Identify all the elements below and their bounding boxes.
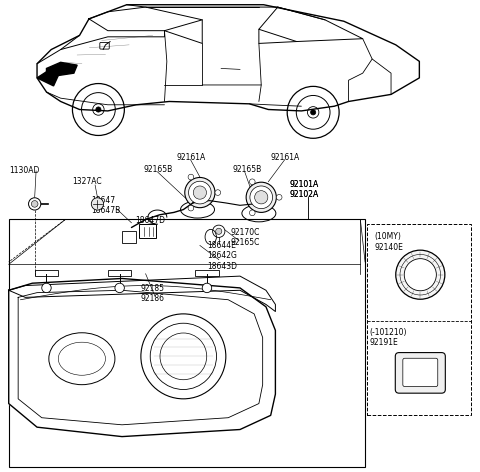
Circle shape: [404, 259, 436, 291]
Circle shape: [188, 205, 194, 211]
Text: 92170C
92165C: 92170C 92165C: [230, 228, 260, 247]
Circle shape: [188, 174, 194, 180]
Bar: [35, 270, 58, 276]
Text: (10MY)
92140E: (10MY) 92140E: [374, 232, 403, 252]
Text: 92165B: 92165B: [143, 165, 172, 175]
Bar: [140, 224, 156, 238]
Circle shape: [396, 250, 445, 299]
Text: 18647D: 18647D: [135, 216, 165, 225]
Circle shape: [213, 225, 225, 237]
Polygon shape: [47, 62, 77, 76]
Bar: [9, 219, 365, 467]
Text: 1130AD: 1130AD: [9, 166, 39, 176]
Bar: [108, 270, 132, 276]
Text: 92165B: 92165B: [233, 165, 262, 175]
Circle shape: [96, 107, 101, 112]
Bar: [122, 231, 136, 243]
Circle shape: [115, 283, 124, 293]
Text: 18647
18647B: 18647 18647B: [91, 195, 120, 215]
Circle shape: [31, 201, 38, 207]
Circle shape: [250, 179, 255, 185]
Circle shape: [311, 110, 316, 115]
Text: 1327AC: 1327AC: [72, 177, 102, 186]
Circle shape: [189, 181, 211, 204]
Circle shape: [193, 186, 206, 199]
Polygon shape: [37, 72, 58, 86]
Circle shape: [202, 283, 212, 293]
Circle shape: [250, 210, 255, 216]
Circle shape: [308, 107, 319, 118]
Circle shape: [246, 182, 276, 212]
Text: 92185
92186: 92185 92186: [141, 284, 165, 303]
FancyBboxPatch shape: [396, 353, 445, 393]
Text: 18644E
18642G
18643D: 18644E 18642G 18643D: [207, 241, 237, 271]
Circle shape: [216, 228, 222, 235]
Circle shape: [254, 191, 268, 204]
Text: 92101A
92102A: 92101A 92102A: [289, 180, 319, 200]
Circle shape: [185, 177, 215, 208]
Circle shape: [28, 198, 41, 210]
Text: 92101A
92102A: 92101A 92102A: [289, 180, 319, 200]
Polygon shape: [9, 278, 276, 437]
Circle shape: [215, 190, 221, 195]
Bar: [368, 224, 471, 415]
Circle shape: [276, 194, 282, 200]
Text: (-101210)
92191E: (-101210) 92191E: [370, 328, 408, 347]
Circle shape: [93, 104, 104, 115]
FancyBboxPatch shape: [403, 358, 438, 387]
Text: 92161A: 92161A: [176, 152, 205, 162]
Circle shape: [91, 198, 104, 210]
Circle shape: [250, 186, 273, 209]
Bar: [195, 270, 219, 276]
Circle shape: [42, 283, 51, 293]
Text: 92161A: 92161A: [271, 152, 300, 162]
